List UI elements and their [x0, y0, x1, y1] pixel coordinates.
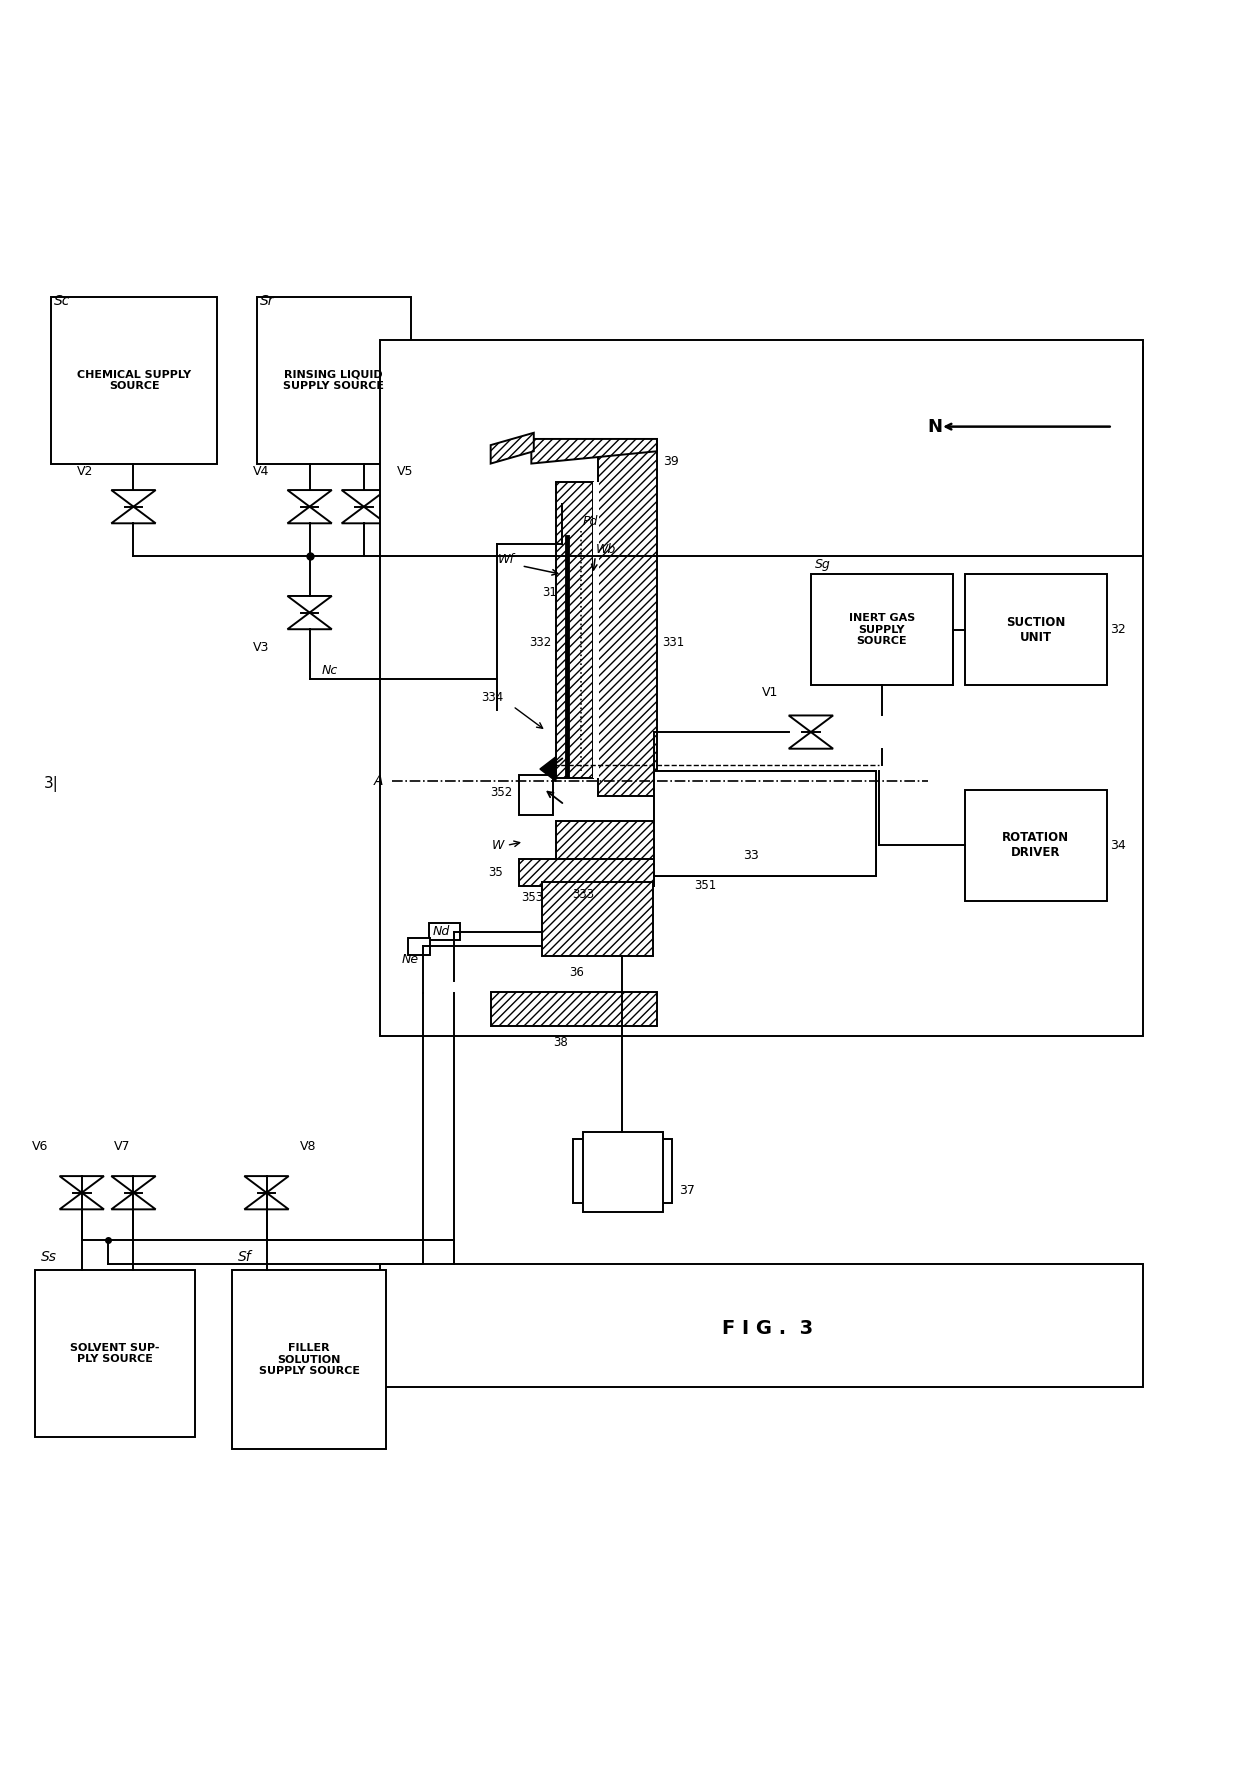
Text: RINSING LIQUID
SUPPLY SOURCE: RINSING LIQUID SUPPLY SOURCE — [283, 370, 384, 391]
Text: 332: 332 — [528, 636, 551, 649]
Text: V7: V7 — [114, 1139, 130, 1153]
Text: V1: V1 — [763, 686, 779, 698]
Text: W: W — [492, 839, 505, 851]
Bar — [379, 1263, 1143, 1388]
Text: Sr: Sr — [260, 293, 275, 307]
Text: 331: 331 — [662, 636, 684, 649]
Bar — [655, 771, 877, 876]
Text: Nd: Nd — [433, 926, 450, 938]
Text: Ss: Ss — [41, 1251, 57, 1263]
Text: F I G .  3: F I G . 3 — [722, 1319, 813, 1338]
Text: 37: 37 — [680, 1183, 694, 1196]
Text: 38: 38 — [553, 1036, 568, 1048]
Bar — [257, 297, 410, 464]
Text: ROTATION
DRIVER: ROTATION DRIVER — [1002, 832, 1069, 860]
Text: V5: V5 — [397, 466, 414, 478]
Text: CHEMICAL SUPPLY
SOURCE: CHEMICAL SUPPLY SOURCE — [77, 370, 191, 391]
Text: Ne: Ne — [402, 954, 419, 967]
Bar — [556, 482, 593, 778]
Bar — [546, 425, 651, 494]
Text: 31: 31 — [542, 586, 557, 599]
Text: SOLVENT SUP-
PLY SOURCE: SOLVENT SUP- PLY SOURCE — [71, 1343, 160, 1365]
Text: N: N — [928, 418, 942, 435]
Text: Sg: Sg — [815, 558, 831, 570]
Bar — [232, 1271, 386, 1448]
Bar — [965, 574, 1106, 686]
Bar — [542, 883, 653, 956]
Bar — [655, 771, 877, 876]
Polygon shape — [539, 757, 556, 782]
Polygon shape — [491, 434, 533, 464]
Text: 3|: 3| — [43, 777, 58, 793]
Text: INERT GAS
SUPPLY
SOURCE: INERT GAS SUPPLY SOURCE — [848, 613, 915, 647]
Text: V6: V6 — [32, 1139, 48, 1153]
Bar — [598, 439, 657, 796]
Text: SUCTION
UNIT: SUCTION UNIT — [1006, 617, 1065, 643]
Bar — [811, 574, 952, 686]
Text: 353: 353 — [522, 890, 543, 904]
Bar — [379, 341, 1143, 1036]
Text: Sf: Sf — [238, 1251, 252, 1263]
Text: 35: 35 — [489, 865, 503, 880]
Text: V8: V8 — [300, 1139, 316, 1153]
Bar — [573, 1139, 672, 1203]
Text: 39: 39 — [663, 455, 678, 467]
Text: 36: 36 — [569, 967, 584, 979]
Bar — [408, 938, 430, 954]
Bar — [556, 821, 655, 876]
Text: 34: 34 — [1110, 839, 1126, 851]
Bar — [429, 922, 460, 940]
Text: 32: 32 — [1110, 624, 1126, 636]
Bar — [583, 1132, 663, 1212]
Text: 334: 334 — [481, 691, 503, 704]
Bar — [965, 791, 1106, 901]
Text: V2: V2 — [77, 466, 93, 478]
Text: 351: 351 — [694, 878, 717, 892]
Bar — [491, 992, 657, 1027]
Text: FILLER
SOLUTION
SUPPLY SOURCE: FILLER SOLUTION SUPPLY SOURCE — [258, 1343, 360, 1375]
Bar — [593, 482, 599, 778]
Polygon shape — [531, 439, 657, 464]
Text: A: A — [374, 775, 383, 789]
Bar — [520, 775, 553, 814]
Text: Wb: Wb — [595, 544, 615, 556]
Bar — [560, 418, 637, 505]
Bar — [35, 1271, 195, 1436]
Text: 333: 333 — [572, 888, 594, 901]
Text: Sc: Sc — [53, 293, 69, 307]
Bar — [51, 297, 217, 464]
Bar — [520, 858, 655, 887]
Text: V3: V3 — [253, 641, 270, 654]
Text: Wf: Wf — [497, 553, 515, 565]
Text: 33: 33 — [743, 849, 759, 862]
Text: Nc: Nc — [322, 665, 339, 677]
Text: Pd: Pd — [583, 515, 599, 528]
Text: 352: 352 — [491, 785, 513, 800]
Text: V4: V4 — [253, 466, 270, 478]
